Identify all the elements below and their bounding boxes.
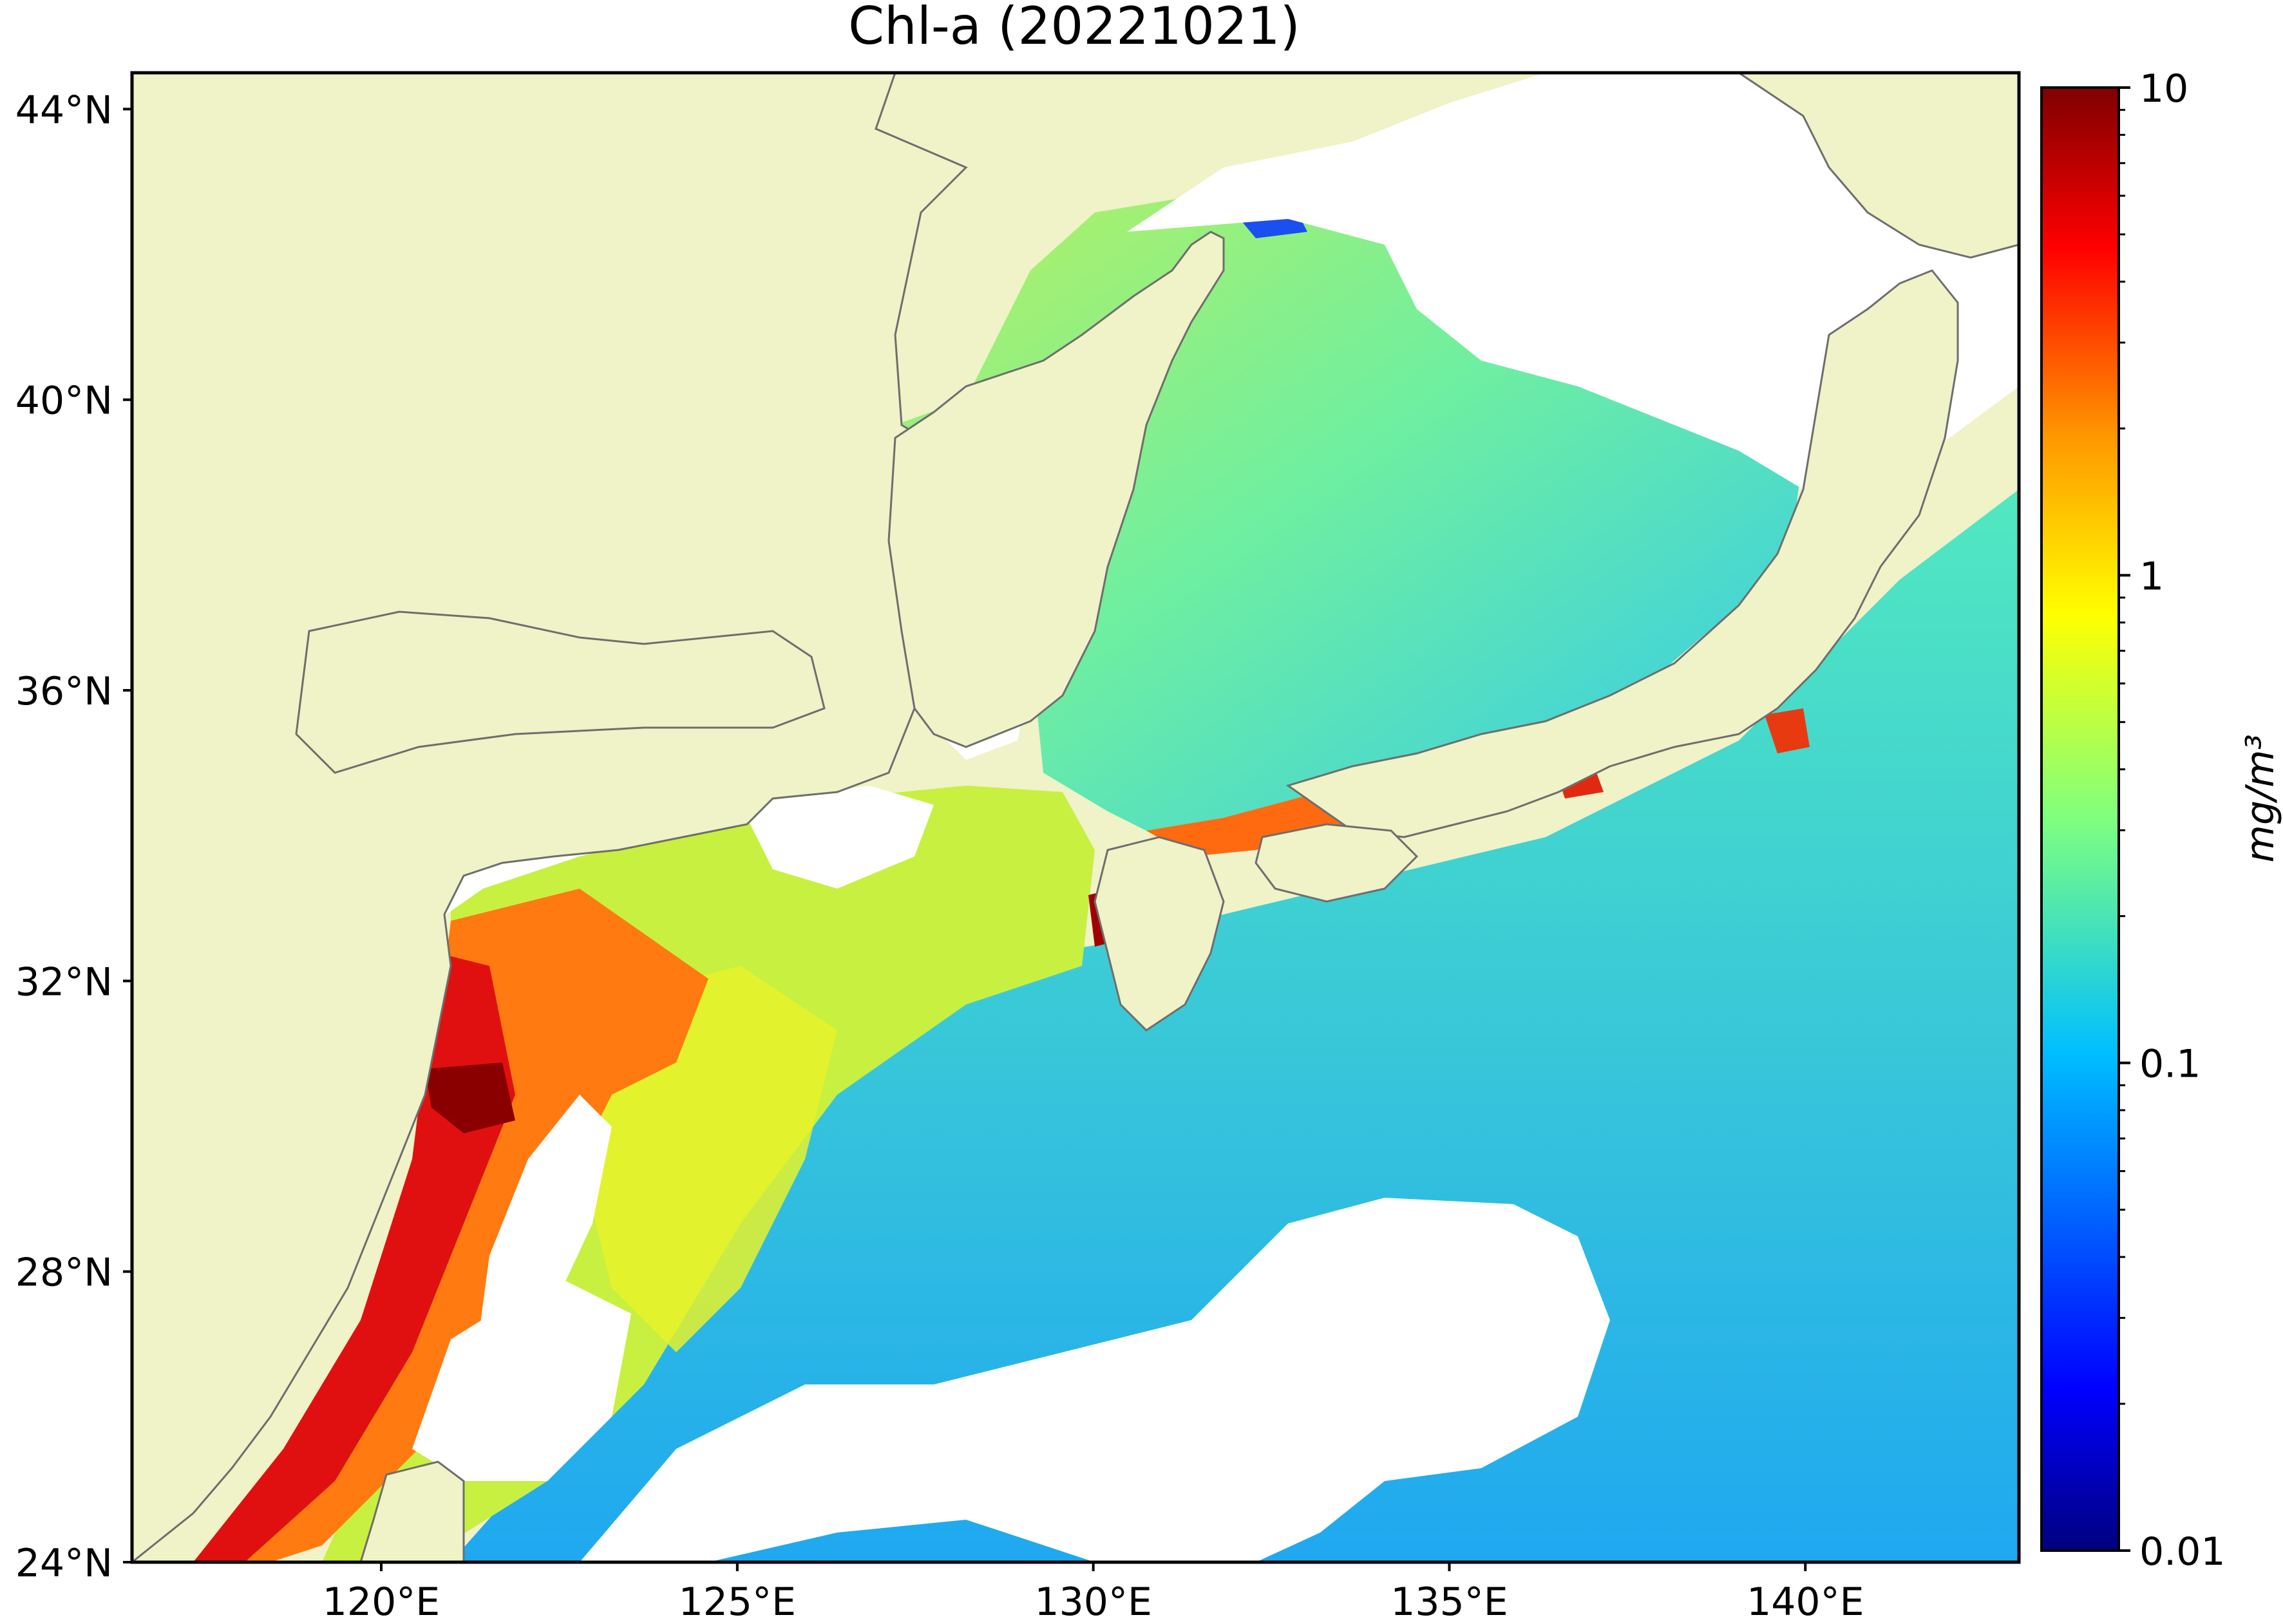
land-shikoku	[1255, 823, 1419, 903]
map-title: Chl-a (20221021)	[848, 0, 1300, 56]
lon-tick-label: 140°E	[1747, 1580, 1864, 1624]
colorbar-tick-label: 1	[2139, 554, 2164, 599]
tokyo-bay-patch	[1765, 708, 1810, 753]
map-area	[132, 73, 2019, 1562]
lon-tick-label: 120°E	[323, 1580, 440, 1624]
lat-tick-label: 28°N	[15, 1251, 113, 1296]
colorbar-tick-label: 0.01	[2139, 1529, 2226, 1574]
lon-tick-label: 130°E	[1034, 1580, 1151, 1624]
cloud-mask-taiwan-strait	[412, 1275, 631, 1481]
lat-tick-label: 32°N	[15, 959, 113, 1005]
lat-tick-label: 24°N	[15, 1541, 113, 1586]
lat-tick-label: 44°N	[15, 88, 113, 133]
estuary-extreme-chl	[425, 1062, 515, 1133]
colorbar-tick-label: 10	[2139, 66, 2188, 111]
land-kyushu	[1094, 836, 1225, 1032]
land-china	[132, 73, 968, 1562]
land-hokkaido	[1737, 73, 2019, 259]
land-shandong	[295, 610, 826, 774]
colorbar-axis: 10 1 0.1 0.01	[2119, 66, 2226, 1574]
cloud-mask-northeast	[1127, 73, 2019, 515]
map-frame	[130, 71, 2021, 1564]
cloud-mask-south	[580, 1198, 1610, 1562]
latitude-axis: 44°N 40°N 36°N 32°N 28°N 24°N	[15, 88, 132, 1586]
pacific-ocean-field	[451, 489, 2019, 1562]
colorbar-gradient	[2041, 88, 2119, 1551]
land-japan-honshu	[1285, 269, 1959, 838]
lat-tick-label: 40°N	[15, 379, 113, 424]
lon-tick-label: 125°E	[679, 1580, 796, 1624]
longitude-axis: 120°E 125°E 130°E 135°E 140°E	[323, 1562, 1864, 1624]
colorbar-tick-label: 0.1	[2139, 1042, 2201, 1087]
lat-tick-label: 36°N	[15, 669, 113, 714]
land-korea	[887, 231, 1225, 748]
colorbar-frame	[2040, 86, 2120, 1552]
lon-tick-label: 135°E	[1390, 1580, 1508, 1624]
cloud-mask-tsushima	[741, 786, 934, 889]
land-taiwan	[359, 1460, 465, 1562]
colorbar-label: mg/m³	[2238, 734, 2283, 862]
